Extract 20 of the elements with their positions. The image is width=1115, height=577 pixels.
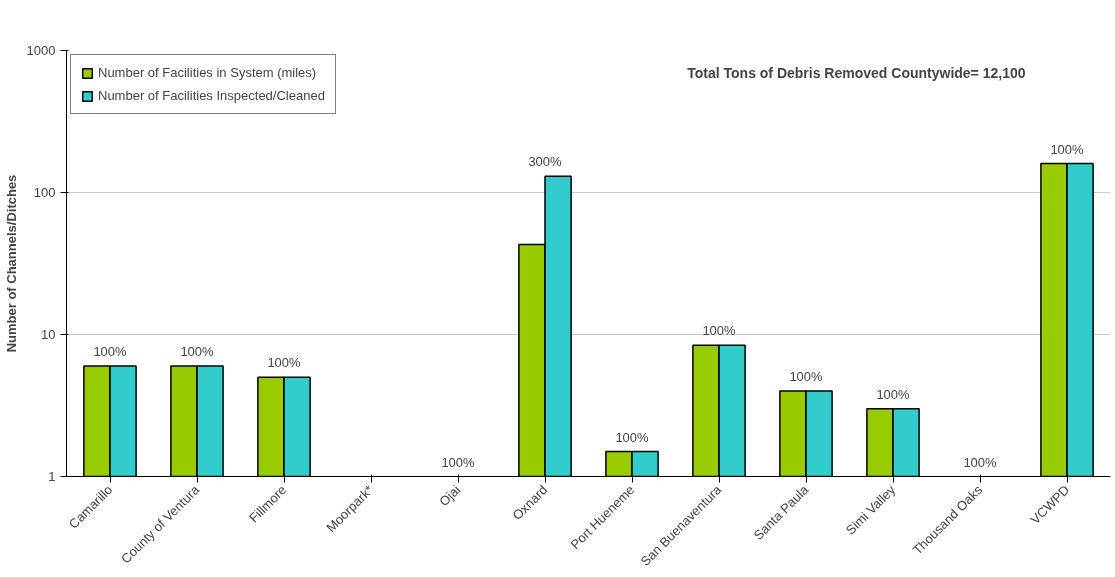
y-tick-label: 1 xyxy=(48,469,56,484)
y-axis-title: Number of Channels/Ditches xyxy=(3,174,19,353)
text: 100% xyxy=(963,454,997,470)
text: 100% xyxy=(1050,141,1084,157)
text: 100% xyxy=(702,323,736,339)
text: 100% xyxy=(876,386,910,402)
y-tick-label: 1000 xyxy=(26,43,56,58)
text: 100% xyxy=(789,369,823,385)
x-tick-label: Ojai xyxy=(436,482,464,510)
legend-label: Number of Facilities Inspected/Cleaned xyxy=(98,88,325,103)
legend-label: Number of Facilities in System (miles) xyxy=(98,65,317,80)
text: 100% xyxy=(180,344,214,360)
y-tick-label: 10 xyxy=(41,327,56,342)
text: 100% xyxy=(615,429,649,445)
y-tick-label: 100 xyxy=(33,185,56,200)
annotation: Total Tons of Debris Removed Countywide= 12,100 xyxy=(687,64,1026,81)
text: 100% xyxy=(93,344,127,360)
text: 300% xyxy=(528,154,562,170)
text: 100% xyxy=(267,355,301,371)
text: 100% xyxy=(441,454,475,470)
